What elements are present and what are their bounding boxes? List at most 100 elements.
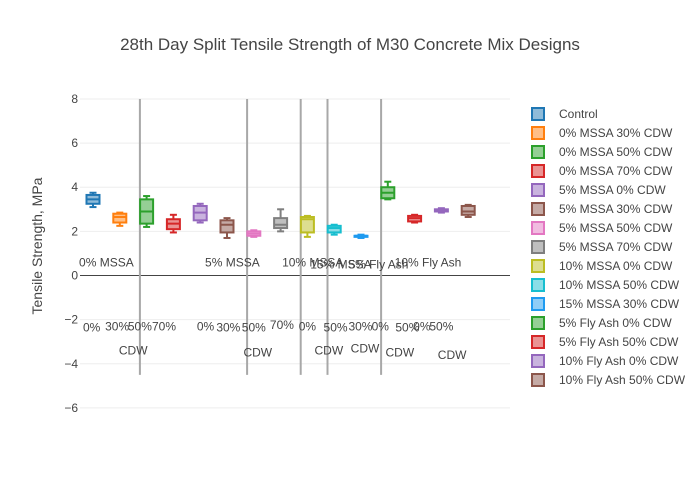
annotation-label: 50% [324,320,348,334]
box-5-mssa-30-cdw [219,217,235,239]
annotation-label: CDW [119,344,148,358]
group-separators [138,98,383,375]
legend-item: 5% MSSA 30% CDW [531,202,673,216]
legend-label: 0% MSSA 70% CDW [559,164,673,178]
y-axis-title: Tensile Strength, MPa [29,177,45,314]
annotation-label: CDW [243,346,272,360]
box-10-mssa-50-cdw [326,223,342,236]
box [460,204,476,216]
legend-item: Control [531,107,598,121]
legend-label: 5% MSSA 0% CDW [559,183,666,197]
annotation-label: CDW [438,348,467,362]
box [326,224,342,234]
annotation-label: 0% [197,319,215,333]
box-5-mssa-0-cdw [192,202,208,224]
legend-label: 10% MSSA 0% CDW [559,259,673,273]
box-0-mssa-50-cdw [139,195,155,228]
annotation-label: 0% [299,319,317,333]
legend: Control 0% MSSA 30% CDW 0% MSSA 50% CDW 0% … [531,107,686,387]
box-10-fly-ash-50-cdw [460,203,476,219]
legend-swatch [531,145,545,159]
box [273,217,289,230]
legend-label: 10% Fly Ash 0% CDW [559,354,679,368]
legend-item: 0% MSSA 70% CDW [531,164,673,178]
annotation-label: 50% [429,319,453,333]
box [299,216,315,234]
y-tick-label: 8 [71,92,78,106]
annotation-label: 30% [105,319,129,333]
box-5-fly-ash-0-cdw [380,180,396,201]
legend-swatch [531,240,545,254]
y-tick-label: −4 [64,357,78,371]
annotation-label: 50% [128,319,152,333]
legend-swatch [531,107,545,121]
legend-swatch [531,183,545,197]
box-5-mssa-50-cdw [246,229,262,238]
annotation-label: 0% [413,319,431,333]
legend-label: 15% MSSA 30% CDW [559,297,680,311]
y-axis-ticks: 8 6 4 2 0 −2 −4 −6 [64,92,78,415]
annotation-label: 0% [372,319,390,333]
y-tick-label: −2 [64,313,78,327]
box-0-mssa-70-cdw [165,213,181,234]
legend-swatch [531,354,545,368]
legend-label: 5% Fly Ash 50% CDW [559,335,679,349]
legend-item: 5% MSSA 70% CDW [531,240,673,254]
legend-label: 5% MSSA 70% CDW [559,240,673,254]
legend-item: 10% MSSA 0% CDW [531,259,673,273]
legend-swatch [531,164,545,178]
legend-label: Control [559,107,598,121]
legend-swatch [531,278,545,292]
legend-label: 0% MSSA 30% CDW [559,126,673,140]
gridlines [80,98,510,409]
legend-item: 0% MSSA 30% CDW [531,126,673,140]
box-10-fly-ash-0-cdw [433,207,449,214]
legend-swatch [531,316,545,330]
legend-item: 0% MSSA 50% CDW [531,145,673,159]
annotation-label: 30% [348,319,372,333]
annotation-label: CDW [315,344,344,358]
y-tick-label: 2 [71,224,78,238]
legend-label: 10% Fly Ash 50% CDW [559,373,686,387]
annotation-label: 10% MSSA [282,255,343,269]
y-tick-label: 4 [71,180,78,194]
box-5-mssa-70-cdw [273,208,289,233]
box-5-fly-ash-50-cdw [407,213,423,224]
y-tick-label: −6 [64,401,78,415]
legend-label: 5% MSSA 30% CDW [559,202,673,216]
annotation-label: 10% Fly Ash [395,255,462,269]
legend-label: 0% MSSA 50% CDW [559,145,673,159]
box-10-mssa-0-cdw [299,214,315,238]
legend-item: 10% Fly Ash 50% CDW [531,373,686,387]
annotation-label: 0% MSSA [79,255,134,269]
legend-swatch [531,202,545,216]
legend-item: 10% Fly Ash 0% CDW [531,354,679,368]
legend-swatch [531,259,545,273]
box [112,212,128,224]
annotation-label: CDW [351,341,380,355]
annotation-label: CDW [386,346,415,360]
legend-item: 15% MSSA 30% CDW [531,297,680,311]
legend-item: 5% Fly Ash 0% CDW [531,316,672,330]
annotation-label: 0% [83,320,101,334]
box-plots [85,180,476,239]
legend-swatch [531,335,545,349]
annotation-label: 15% MSSA [310,257,371,271]
box-15-mssa-30-cdw [353,233,369,239]
annotation-label: 5% MSSA [205,255,260,269]
y-tick-label: 6 [71,136,78,150]
annotation-label: 70% [270,318,294,332]
legend-swatch [531,373,545,387]
legend-swatch [531,297,545,311]
annotation-label: 70% [152,319,176,333]
legend-swatch [531,126,545,140]
annotation-label: 50% [242,320,266,334]
legend-item: 5% MSSA 50% CDW [531,221,673,235]
annotation-label: 50% [395,320,419,334]
box-control [85,191,101,209]
y-tick-label: 0 [71,269,78,283]
legend-label: 10% MSSA 50% CDW [559,278,680,292]
box-0-mssa-30-cdw [112,211,128,227]
box [219,219,235,234]
